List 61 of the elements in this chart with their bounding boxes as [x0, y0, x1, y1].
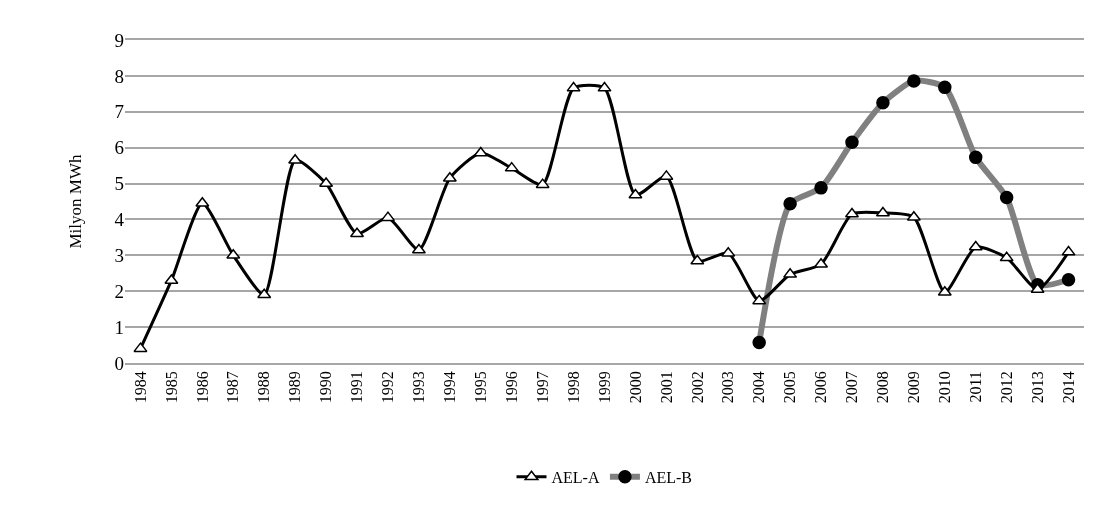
point	[999, 251, 1014, 262]
y-tick-label: 5	[114, 173, 124, 195]
point	[628, 188, 643, 199]
point	[442, 171, 457, 182]
x-tick-label: 1995	[471, 371, 489, 404]
x-tick-label: 2012	[997, 371, 1015, 404]
y-tick-label: 1	[114, 316, 124, 338]
x-tick-label: 2010	[935, 371, 953, 404]
point	[597, 81, 612, 92]
x-tick-label: 2000	[626, 371, 644, 404]
point	[690, 254, 705, 265]
x-tick-label: 2005	[781, 371, 799, 404]
point	[1061, 245, 1076, 256]
point	[288, 153, 303, 164]
y-tick-label: 2	[114, 280, 124, 302]
x-tick-label: 2003	[719, 371, 737, 404]
x-tick-label: 1984	[131, 371, 149, 404]
x-tick-label: 2014	[1059, 371, 1077, 404]
x-tick-label: 1990	[317, 371, 335, 404]
point	[504, 161, 519, 172]
x-tick-label: 2007	[843, 371, 861, 404]
x-tick-label: 1989	[286, 371, 304, 404]
x-tick-label: 1994	[441, 371, 459, 404]
x-tick-label: 1985	[162, 371, 180, 404]
point	[473, 146, 488, 157]
y-tick-label: 4	[114, 209, 125, 231]
x-tick-label: 1998	[564, 371, 582, 404]
x-tick-label: 1997	[533, 371, 551, 404]
y-tick-label: 3	[114, 244, 124, 266]
x-tick-label: 2009	[905, 371, 923, 404]
y-tick-label: 0	[114, 352, 124, 374]
x-tick-label: 2002	[688, 371, 706, 404]
y-tick-label: 9	[114, 29, 124, 51]
x-tick-label: 1991	[348, 371, 366, 404]
x-tick-label: 1993	[410, 371, 428, 404]
y-tick-label: 7	[114, 101, 124, 123]
point	[133, 342, 148, 353]
x-tick-label: 1996	[502, 371, 520, 404]
x-tick-label: 2006	[812, 371, 830, 404]
x-tick-label: 1999	[595, 371, 613, 404]
x-tick-label: 2008	[874, 371, 892, 404]
x-tick-label: 1992	[379, 371, 397, 404]
point	[535, 178, 550, 189]
legend-label: AEL-A	[551, 469, 600, 487]
y-tick-label: 6	[114, 137, 124, 159]
x-tick-label: 1988	[255, 371, 273, 404]
y-axis-title: Milyon MWh	[66, 154, 85, 249]
x-tick-label: 1986	[193, 371, 211, 404]
point	[968, 240, 983, 251]
point	[411, 243, 426, 254]
x-tick-label: 2013	[1028, 371, 1046, 404]
point	[752, 294, 767, 305]
x-tick-label: 2004	[750, 371, 768, 404]
y-tick-label: 8	[114, 65, 124, 87]
x-tick-label: 2001	[657, 371, 675, 404]
point	[566, 81, 581, 92]
x-tick-label: 1987	[224, 371, 242, 404]
x-tick-label: 2011	[966, 371, 984, 403]
point	[257, 288, 272, 299]
point	[721, 246, 736, 257]
legend-label: AEL-B	[644, 469, 693, 487]
